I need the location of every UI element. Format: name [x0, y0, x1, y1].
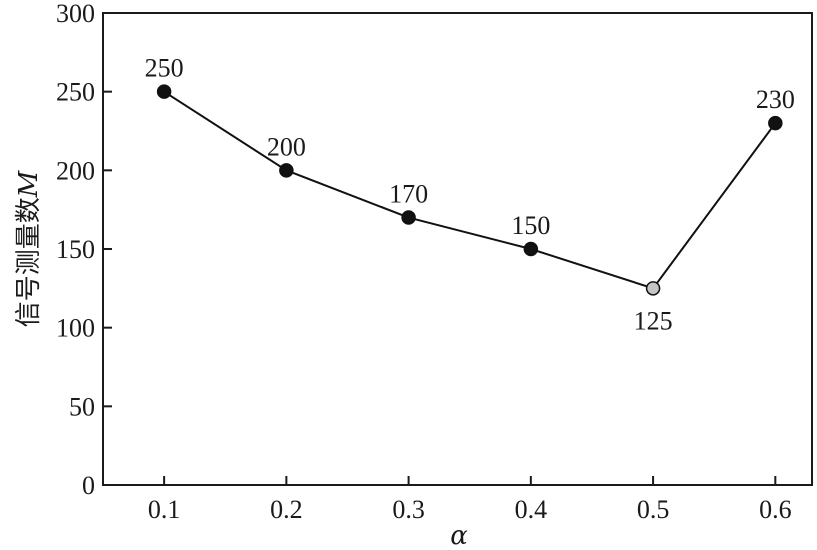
- data-points: [156, 84, 783, 296]
- data-point: [279, 163, 294, 178]
- data-label: 170: [389, 180, 428, 209]
- y-tick-label: 0: [82, 471, 95, 500]
- data-point: [156, 84, 172, 99]
- y-tick-label: 50: [69, 392, 95, 421]
- x-tick-label: 0.1: [148, 495, 181, 524]
- x-tick-label: 0.2: [270, 495, 303, 524]
- data-label: 200: [267, 132, 306, 161]
- x-tick-label: 0.3: [392, 495, 425, 524]
- x-axis: 0.1 0.2 0.3 0.4 0.5 0.6: [148, 476, 792, 524]
- data-point-highlight: [645, 281, 661, 296]
- y-tick-label: 150: [56, 235, 95, 264]
- data-point: [401, 210, 416, 225]
- y-tick-label: 300: [56, 0, 95, 28]
- y-axis-title-text: 信号测量数: [14, 197, 44, 327]
- data-label: 230: [756, 85, 795, 114]
- data-label: 125: [634, 306, 673, 335]
- data-point: [768, 115, 783, 131]
- data-point: [523, 241, 539, 257]
- y-axis-title-symbol: M: [14, 169, 44, 198]
- y-tick-label: 200: [56, 156, 95, 185]
- x-axis-title: α: [450, 521, 468, 550]
- y-axis: 0 50 100 150 200 250 300: [56, 0, 112, 500]
- y-axis-title: 信号测量数M: [14, 169, 44, 327]
- x-tick-label: 0.4: [515, 495, 548, 524]
- data-label: 150: [511, 211, 550, 240]
- x-tick-label: 0.6: [759, 495, 792, 524]
- y-tick-label: 250: [56, 78, 95, 107]
- data-labels: 250 200 170 150 125 230: [145, 54, 795, 336]
- plot-frame: [102, 12, 813, 486]
- series-line: [163, 90, 777, 290]
- y-tick-label: 100: [56, 314, 95, 343]
- data-label: 250: [145, 54, 184, 83]
- x-tick-label: 0.5: [637, 495, 670, 524]
